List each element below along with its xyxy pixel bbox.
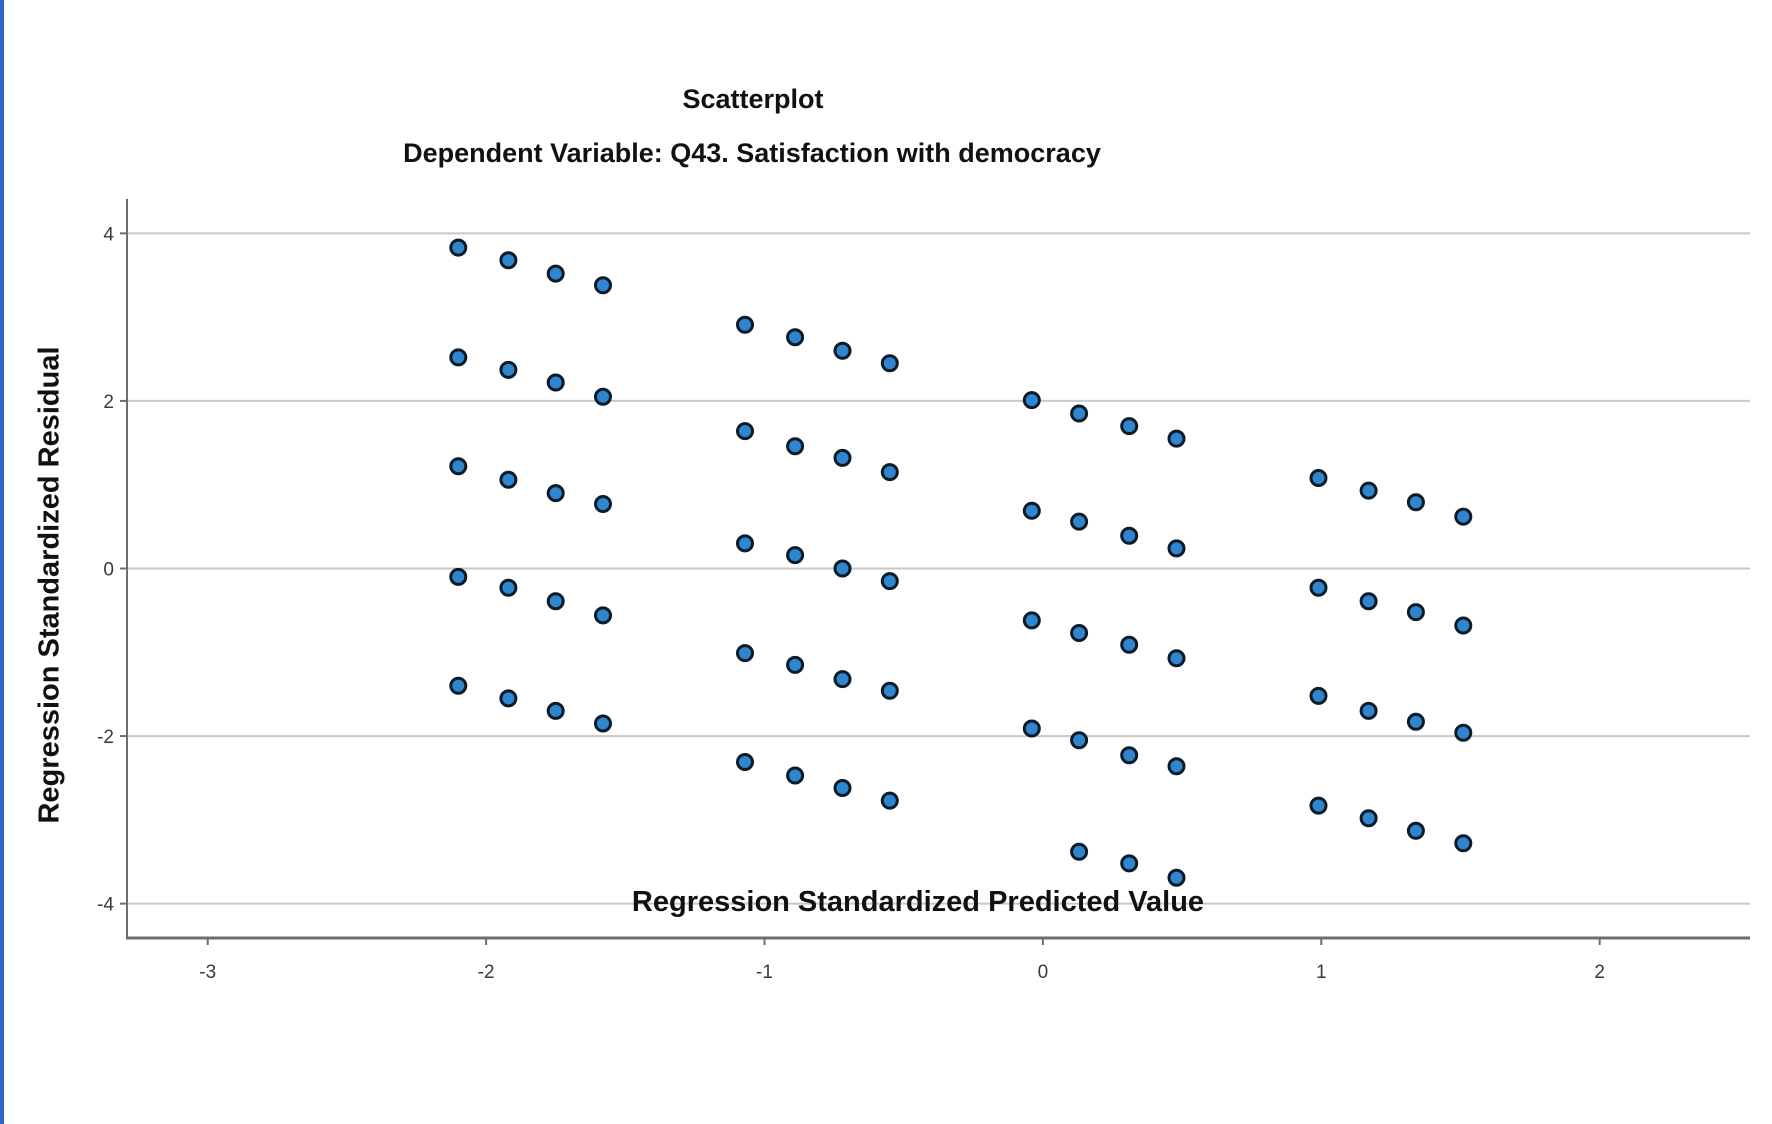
- data-point: [1070, 404, 1089, 423]
- data-point: [1167, 868, 1186, 887]
- data-point: [499, 470, 518, 489]
- data-point: [1309, 686, 1328, 705]
- data-point: [1022, 611, 1041, 630]
- x-tick-label: 0: [1038, 962, 1049, 983]
- data-point: [880, 463, 899, 482]
- x-tick-label: 2: [1594, 962, 1605, 983]
- y-tick-label: 4: [103, 224, 114, 245]
- data-point: [546, 484, 565, 503]
- data-point: [736, 753, 754, 771]
- data-point: [449, 457, 468, 476]
- data-point: [1120, 746, 1139, 765]
- data-point: [594, 276, 612, 295]
- data-point: [499, 360, 518, 379]
- chart-title: Scatterplot: [682, 84, 824, 114]
- data-point: [1454, 507, 1473, 526]
- x-tick-label: -1: [756, 962, 773, 983]
- x-tick-label: -2: [478, 962, 495, 983]
- data-point: [594, 495, 612, 513]
- y-tick-label: -2: [97, 727, 114, 748]
- data-point: [1167, 429, 1186, 448]
- data-point: [1406, 821, 1425, 840]
- x-axis-label: Regression Standardized Predicted Value: [631, 886, 1205, 918]
- data-point: [880, 791, 899, 810]
- data-point: [1406, 603, 1425, 622]
- data-point: [1022, 501, 1041, 520]
- data-point: [736, 644, 754, 663]
- data-point: [1120, 854, 1139, 873]
- data-point: [1454, 616, 1473, 635]
- data-point: [546, 264, 565, 283]
- data-point: [1022, 391, 1041, 410]
- data-point: [833, 448, 852, 467]
- data-point: [736, 315, 754, 334]
- data-point: [1070, 624, 1089, 642]
- data-point: [546, 592, 565, 611]
- data-point: [499, 578, 518, 597]
- chart-subtitle: Dependent Variable: Q43. Satisfaction wi…: [403, 138, 1101, 168]
- data-point: [1359, 592, 1378, 611]
- data-point: [1359, 809, 1378, 828]
- data-point: [786, 766, 805, 785]
- data-point: [1406, 493, 1425, 512]
- data-point: [1309, 469, 1328, 487]
- data-point: [1022, 719, 1041, 738]
- data-point: [1167, 539, 1186, 558]
- x-tick-label: -3: [199, 962, 216, 983]
- y-tick-label: -4: [97, 895, 114, 916]
- data-point: [736, 422, 754, 441]
- data-point: [880, 681, 899, 700]
- data-point: [833, 341, 852, 360]
- data-point: [1359, 481, 1378, 500]
- data-point: [1070, 512, 1089, 531]
- data-point: [449, 238, 468, 257]
- data-point: [1454, 723, 1473, 742]
- data-point: [880, 572, 899, 591]
- y-tick-label: 2: [103, 392, 114, 413]
- data-point: [1120, 417, 1139, 436]
- data-point: [786, 328, 805, 347]
- data-point: [1309, 796, 1328, 815]
- data-point: [786, 655, 805, 674]
- data-point: [499, 251, 518, 270]
- x-tick-label: 1: [1316, 962, 1327, 983]
- data-point: [786, 437, 805, 456]
- data-point: [1070, 842, 1089, 861]
- data-point: [1167, 757, 1186, 776]
- y-axis-label: Regression Standardized Residual: [33, 346, 66, 824]
- data-point: [594, 387, 612, 406]
- data-point: [880, 354, 899, 373]
- data-point: [786, 546, 805, 565]
- data-point: [546, 701, 565, 720]
- data-point: [449, 348, 468, 367]
- data-point: [1120, 526, 1139, 545]
- data-point: [833, 779, 852, 797]
- data-point: [594, 714, 612, 733]
- data-point: [449, 676, 468, 695]
- y-tick-label: 0: [103, 560, 114, 581]
- data-point: [499, 689, 518, 708]
- data-point: [833, 670, 852, 689]
- data-point: [1167, 649, 1186, 668]
- window-left-border: [0, 0, 4, 1124]
- data-point: [833, 559, 852, 578]
- data-point: [1454, 834, 1473, 853]
- data-point: [1309, 578, 1328, 597]
- data-point: [546, 373, 565, 392]
- data-point: [736, 534, 754, 553]
- data-point: [1070, 731, 1089, 750]
- data-point: [1359, 701, 1378, 720]
- data-point: [449, 567, 468, 586]
- data-point: [1406, 712, 1425, 731]
- data-point: [1120, 635, 1139, 654]
- data-point: [594, 606, 612, 625]
